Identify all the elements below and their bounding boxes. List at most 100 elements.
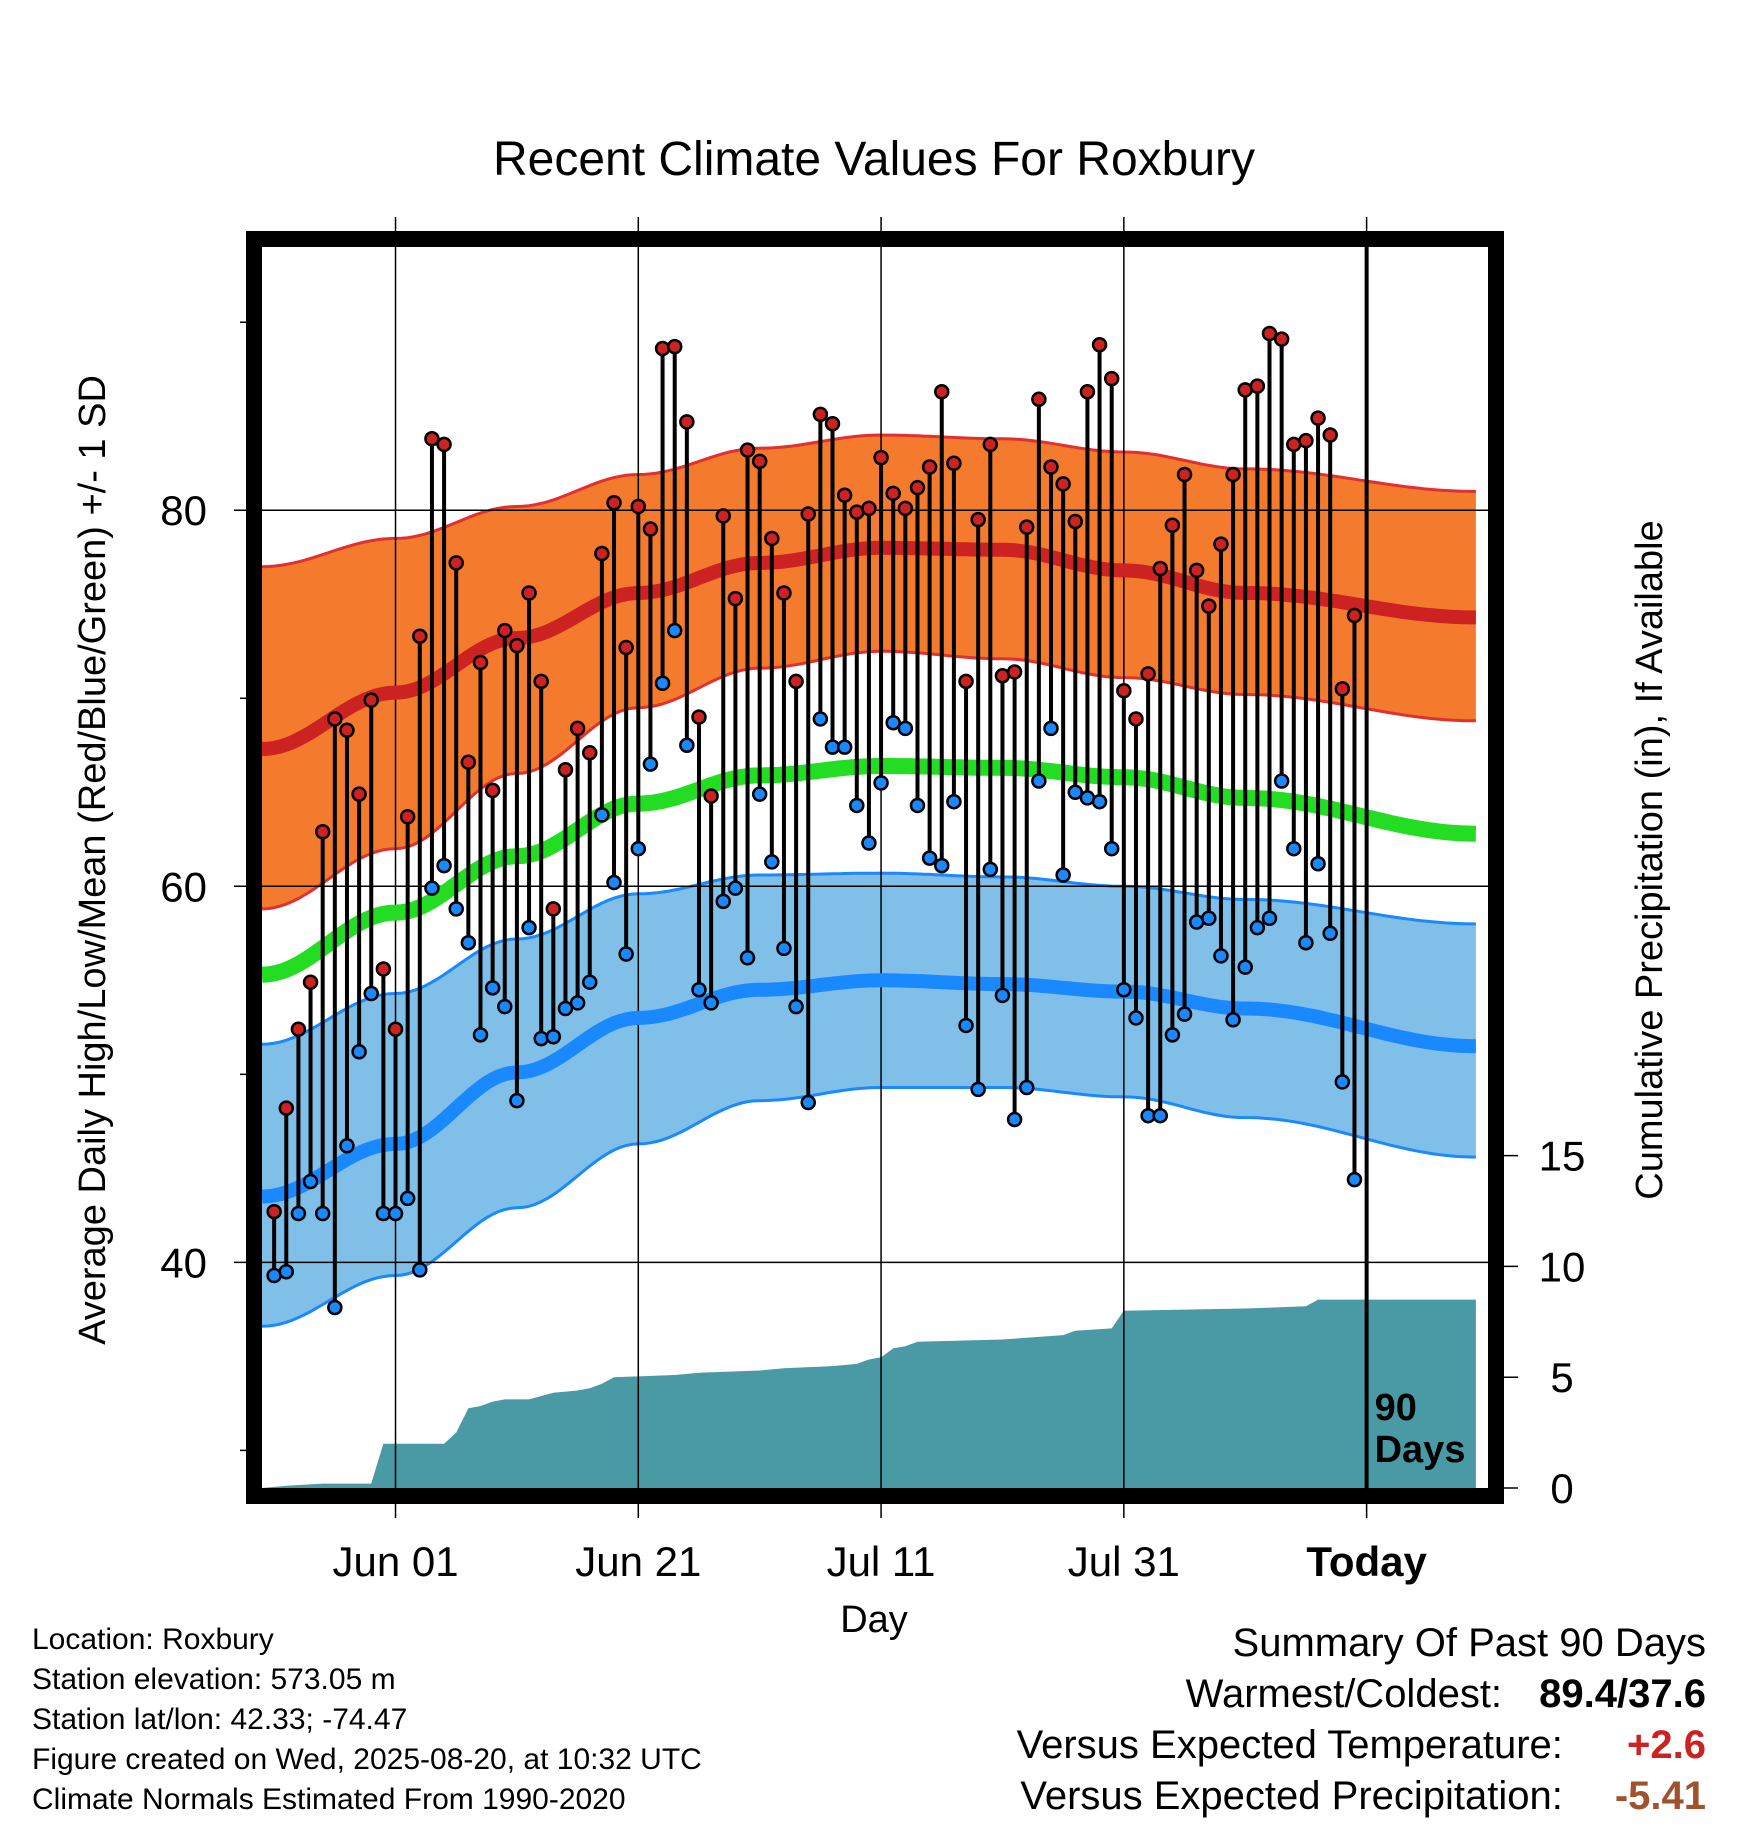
low-point — [1225, 1012, 1241, 1028]
low-point — [1018, 1079, 1035, 1096]
low-point — [1298, 934, 1314, 951]
high-point — [569, 720, 586, 737]
high-point — [836, 487, 853, 503]
low-point — [533, 1030, 549, 1047]
low-point — [1273, 773, 1290, 789]
high-point — [412, 628, 428, 644]
high-point — [509, 637, 525, 654]
high-point — [521, 585, 537, 601]
low-point — [1249, 919, 1266, 936]
high-point — [1273, 331, 1290, 347]
high-point — [618, 639, 634, 656]
high-point — [934, 384, 950, 400]
high-point — [1310, 410, 1326, 426]
y-right-tick-label: 15 — [1539, 1133, 1586, 1180]
high-point — [533, 673, 549, 690]
low-point — [764, 854, 780, 870]
precip-label: Versus Expected Precipitation: — [1020, 1774, 1563, 1818]
low-point — [1286, 840, 1302, 857]
high-point — [375, 961, 392, 977]
high-point — [1225, 466, 1241, 483]
precip-value: -5.41 — [1614, 1774, 1706, 1818]
high-point — [545, 901, 562, 917]
low-point — [314, 1205, 331, 1222]
high-point — [460, 754, 477, 770]
low-point — [958, 1017, 974, 1034]
low-point — [594, 807, 610, 823]
high-point — [800, 506, 816, 522]
y-axis-label: Average Daily High/Low/Mean (Red/Blue/Gr… — [72, 375, 114, 1345]
x-tick-label: Today — [1306, 1538, 1427, 1585]
high-point — [1298, 432, 1314, 449]
high-point — [679, 414, 695, 430]
high-point — [1128, 711, 1144, 727]
low-point — [569, 995, 586, 1011]
latlon-line: Station lat/lon: 42.33; -74.47 — [32, 1703, 408, 1736]
high-point — [727, 590, 744, 607]
high-point — [691, 709, 707, 725]
high-point — [497, 622, 513, 639]
low-point — [1103, 840, 1120, 857]
low-point — [363, 985, 379, 1002]
high-point — [982, 436, 999, 453]
high-point — [885, 485, 901, 502]
high-point — [472, 654, 489, 671]
created-line: Figure created on Wed, 2025-08-20, at 10… — [32, 1743, 702, 1776]
x-tick-label: Jun 01 — [332, 1538, 458, 1585]
high-point — [327, 711, 343, 727]
high-point — [1152, 560, 1169, 577]
low-point — [970, 1081, 986, 1098]
plot-border — [246, 231, 1504, 1504]
low-point — [776, 940, 792, 957]
station-info: Location: Roxbury Station elevation: 573… — [32, 1620, 702, 1820]
high-point — [266, 1203, 282, 1220]
y-axis-right-label: Cumulative Precipitation (in), If Availa… — [1629, 520, 1671, 1199]
low-point — [1006, 1111, 1023, 1128]
high-point — [921, 459, 938, 475]
high-point — [1055, 476, 1071, 492]
high-point — [897, 500, 914, 517]
high-point — [1079, 384, 1096, 400]
low-point — [909, 797, 926, 814]
low-point — [885, 714, 901, 731]
high-point — [1213, 536, 1229, 552]
high-point — [909, 479, 926, 496]
low-point — [982, 861, 999, 878]
low-point — [921, 850, 938, 866]
high-point — [703, 788, 719, 804]
high-point — [1103, 370, 1120, 387]
high-point — [776, 585, 792, 601]
low-point — [812, 711, 829, 727]
low-point — [788, 998, 804, 1015]
low-point — [278, 1264, 295, 1280]
high-point — [399, 808, 416, 825]
x-tick-label: Jul 31 — [1068, 1538, 1180, 1585]
low-point — [1031, 773, 1047, 789]
low-point — [387, 1205, 404, 1222]
x-tick-label: Jul 11 — [827, 1538, 936, 1585]
high-point — [824, 415, 841, 432]
low-point — [1237, 959, 1253, 975]
high-point — [654, 340, 671, 357]
low-point — [436, 857, 452, 874]
low-point — [339, 1138, 355, 1154]
low-point — [509, 1092, 525, 1109]
high-point — [666, 338, 683, 355]
temp-value: +2.6 — [1627, 1723, 1706, 1767]
low-sd-top-line — [261, 871, 1476, 1046]
low-point — [1043, 720, 1059, 737]
summary-warm-cold: Warmest/Coldest: 89.4/37.6 — [1017, 1669, 1706, 1720]
low-point — [1152, 1107, 1169, 1124]
high-point — [1006, 664, 1023, 680]
low-point — [1213, 948, 1229, 964]
high-point — [1249, 378, 1266, 394]
y-tick-label: 60 — [160, 863, 207, 910]
x-tick-label: Jun 21 — [575, 1538, 701, 1585]
low-sd-bottom-line — [261, 1086, 1476, 1328]
low-point — [1164, 1027, 1181, 1043]
high-point — [739, 442, 756, 458]
high-point — [764, 530, 780, 547]
summary-precip: Versus Expected Precipitation: -5.41 — [1017, 1771, 1706, 1822]
plot-area — [261, 247, 1488, 1488]
